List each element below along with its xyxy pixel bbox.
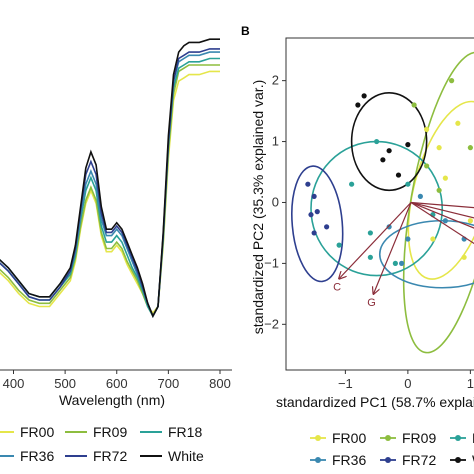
ellipse-fr18 [310,140,444,277]
x-tick-label: 400 [3,376,25,391]
legend-label-fr09: FR09 [402,430,436,446]
point-fr72 [311,230,317,236]
y-tick-label: −1 [264,255,279,270]
point-fr72 [324,224,330,230]
ellipse-fr00 [407,100,474,280]
spectrum-line-fr09 [0,64,220,318]
ellipse-white [350,92,428,192]
y-tick-label: 1 [272,134,279,149]
point-fr18 [367,230,373,236]
legend-label-white: White [472,452,474,468]
point-fr00 [430,236,436,242]
legend-label-fr09: FR09 [93,424,127,440]
spectra-lines [0,38,220,318]
legend-swatch-point-fr18 [455,435,461,441]
point-white [361,93,367,99]
legend-swatch-point-fr72 [385,457,391,463]
legend-label-fr18: FR18 [168,424,202,440]
loading-arrow-label: G [367,297,376,309]
x-tick-label: 700 [158,376,180,391]
point-fr72 [308,212,314,218]
legend-label-fr18: FR18 [472,430,474,446]
point-fr36 [386,224,392,230]
group-ellipses [291,51,474,354]
point-fr72 [314,209,320,215]
point-fr00 [442,175,448,181]
point-fr09 [467,145,473,151]
legend-label-fr36: FR36 [332,452,366,468]
point-white [405,142,411,148]
point-white [355,102,361,108]
legend-label-white: White [168,448,204,464]
spectrum-line-fr36 [0,51,220,318]
point-fr09 [436,187,442,193]
point-fr00 [467,218,473,224]
point-fr72 [311,193,317,199]
loading-arrow-label: C [333,282,341,294]
point-fr36 [405,236,411,242]
point-fr09 [449,78,455,84]
x-tick-label: 800 [209,376,231,391]
point-fr36 [399,260,405,266]
point-fr18 [374,138,380,145]
point-fr18 [349,181,355,187]
point-fr72 [305,181,311,187]
y-tick-label: 2 [272,73,279,88]
point-fr18 [367,254,373,260]
legend-swatch-point-fr00 [315,435,321,441]
spectrum-line-fr00 [0,70,220,315]
point-fr00 [436,145,442,151]
y-tick-label: −2 [264,316,279,331]
point-fr36 [417,193,423,199]
loading-arrow [339,202,412,278]
legend-label-fr36: FR36 [20,448,54,464]
x-tick-label: 0 [404,376,411,391]
panel-b-x-ticks: −1 0 1 [338,370,474,391]
x-tick-label: 1 [467,376,474,391]
point-fr18 [336,242,342,248]
legend-label-fr00: FR00 [20,424,54,440]
panel-b-y-ticks: −2 −1 0 1 2 [264,73,286,331]
panel-b-y-label: standardized PC2 (35.3% explained var.) [250,80,266,334]
loading-arrow [374,202,412,293]
x-tick-label: −1 [338,376,353,391]
panel-b-x-label: standardized PC1 (58.7% explained var.) [276,394,474,410]
point-white [386,148,392,154]
ellipse-fr09 [402,51,474,354]
legend-label-fr00: FR00 [332,430,366,446]
point-fr18 [405,181,411,187]
legend-swatch-point-fr09 [385,435,391,441]
legend-label-fr72: FR72 [402,452,436,468]
panel-a-x-ticks: 400 500 600 700 800 [3,370,231,391]
point-white [395,172,402,178]
point-fr00 [461,254,467,260]
point-fr09 [424,163,430,169]
legend-swatch-point-white [455,457,461,463]
panel-a-x-label: Wavelength (nm) [59,392,165,408]
legend-label-fr72: FR72 [93,448,127,464]
y-tick-label: 0 [272,194,279,209]
point-fr00 [455,120,461,126]
point-fr36 [442,218,448,224]
panel-b-pca: B C G −1 0 1 −2 −1 0 1 2 standardized PC1 (58.7… [241,24,474,410]
panel-b-legend: FR00 FR09 FR18 FR36 FR72 White [310,430,474,468]
panel-a-legend: FR00 FR09 FR18 FR36 FR72 White [0,424,204,464]
legend-swatch-point-fr36 [315,457,321,463]
panel-b-label: B [241,24,250,38]
spectrum-line-white [0,38,220,318]
x-tick-label: 500 [54,376,76,391]
spectrum-line-fr72 [0,48,220,318]
point-white [380,157,386,163]
ellipse-fr72 [291,165,344,283]
point-fr09 [411,102,417,108]
panel-b-frame [285,37,474,371]
ellipse-fr36 [378,219,474,289]
x-tick-label: 600 [106,376,128,391]
panel-a-spectra: 400 500 600 700 800 Wavelength (nm) [0,38,232,408]
point-fr00 [424,126,430,132]
score-points [305,78,473,266]
point-fr18 [392,260,398,266]
spectrum-line-fr18 [0,57,220,318]
